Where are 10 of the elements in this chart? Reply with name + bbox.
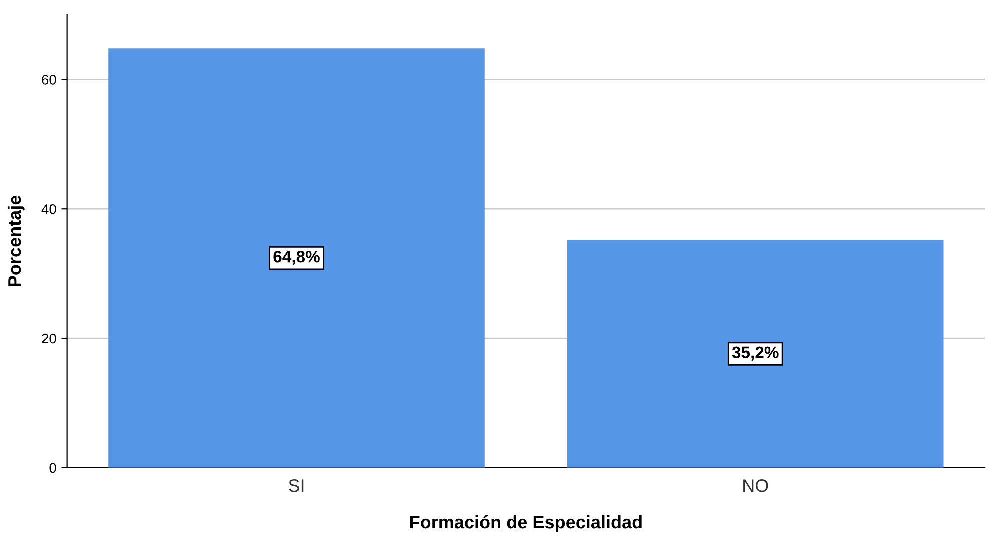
y-tick-label: 60 — [42, 75, 56, 85]
data-label: 64,8% — [274, 250, 320, 266]
y-tick-label: 40 — [42, 204, 56, 214]
y-tick-label: 20 — [42, 334, 56, 344]
y-axis-title: Porcentaje — [8, 196, 25, 286]
y-tick-label: 0 — [50, 463, 56, 474]
data-label: 35,2% — [732, 346, 779, 361]
x-tick-label: NO — [744, 480, 768, 492]
x-tick-label: SI — [289, 480, 304, 492]
x-axis-title: Formación de Especialidad — [410, 515, 642, 532]
